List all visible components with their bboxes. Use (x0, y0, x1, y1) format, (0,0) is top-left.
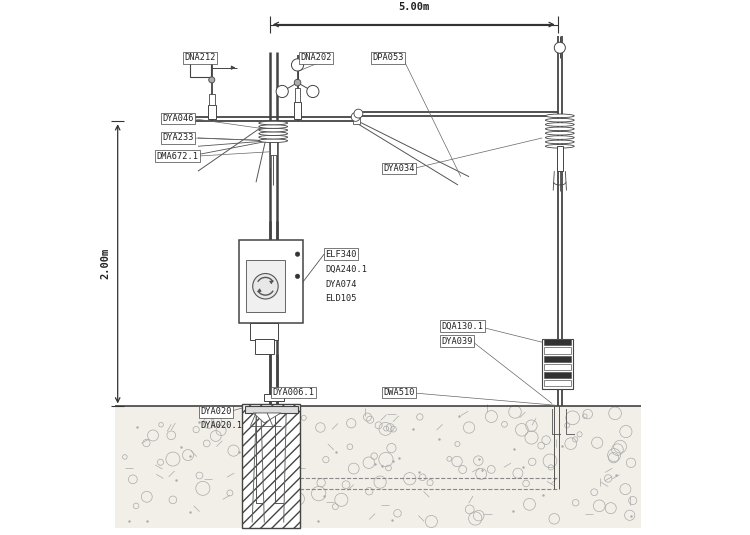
Bar (209, 94, 214, 105)
Bar (115, 407, 640, 528)
Text: DYA046: DYA046 (162, 114, 194, 123)
Text: DYA020.1: DYA020.1 (201, 421, 243, 430)
Polygon shape (254, 413, 281, 423)
Text: DQA240.1: DQA240.1 (326, 265, 368, 273)
Ellipse shape (259, 125, 287, 128)
Text: ELF340: ELF340 (326, 250, 357, 258)
Circle shape (351, 112, 360, 121)
Bar (294, 102, 302, 119)
Bar (190, 58, 211, 77)
Ellipse shape (545, 118, 574, 122)
Bar (544, 380, 571, 386)
Circle shape (296, 274, 300, 279)
Circle shape (253, 273, 278, 299)
Text: DQA130.1: DQA130.1 (442, 322, 484, 331)
Ellipse shape (545, 123, 574, 126)
Text: DYA006.1: DYA006.1 (273, 388, 315, 397)
Ellipse shape (545, 140, 574, 144)
Circle shape (296, 252, 300, 256)
Ellipse shape (259, 132, 287, 135)
Circle shape (209, 77, 214, 83)
Bar (270, 142, 277, 155)
Ellipse shape (545, 114, 574, 118)
Bar (264, 394, 284, 401)
Circle shape (354, 109, 363, 118)
Bar (544, 339, 571, 346)
Ellipse shape (545, 127, 574, 131)
Text: DYA034: DYA034 (383, 164, 415, 173)
Bar (295, 88, 300, 102)
Bar (544, 356, 571, 362)
Bar (556, 146, 563, 171)
Ellipse shape (545, 132, 574, 135)
Bar (544, 372, 571, 378)
Circle shape (276, 86, 288, 97)
Bar (255, 339, 274, 354)
Bar (251, 323, 278, 340)
Text: 2.00m: 2.00m (100, 248, 110, 279)
Text: DYA020: DYA020 (201, 407, 232, 416)
Text: DYA039: DYA039 (442, 337, 473, 346)
Ellipse shape (259, 128, 287, 132)
Text: DYA233: DYA233 (162, 133, 194, 142)
Text: DMA672.1: DMA672.1 (157, 152, 199, 160)
Circle shape (292, 59, 304, 71)
Bar (352, 114, 359, 124)
Ellipse shape (259, 135, 287, 139)
Text: DWA510: DWA510 (383, 388, 415, 397)
Text: DNA202: DNA202 (300, 53, 332, 62)
Bar (544, 347, 571, 354)
Bar (242, 403, 300, 528)
Ellipse shape (259, 121, 287, 125)
Ellipse shape (545, 144, 574, 148)
Bar (239, 240, 303, 323)
Circle shape (307, 86, 319, 97)
Circle shape (294, 79, 301, 86)
Bar (246, 259, 285, 312)
Text: ELD105: ELD105 (326, 294, 357, 303)
Bar (542, 339, 573, 388)
Text: DNA212: DNA212 (184, 53, 215, 62)
Text: DYA074: DYA074 (326, 280, 357, 288)
Ellipse shape (259, 139, 287, 142)
Text: DPA053: DPA053 (372, 53, 404, 62)
Circle shape (554, 42, 566, 54)
Bar (544, 364, 571, 370)
Bar (245, 407, 298, 413)
Bar (208, 105, 216, 119)
Ellipse shape (545, 136, 574, 139)
Text: 5.00m: 5.00m (398, 2, 429, 12)
